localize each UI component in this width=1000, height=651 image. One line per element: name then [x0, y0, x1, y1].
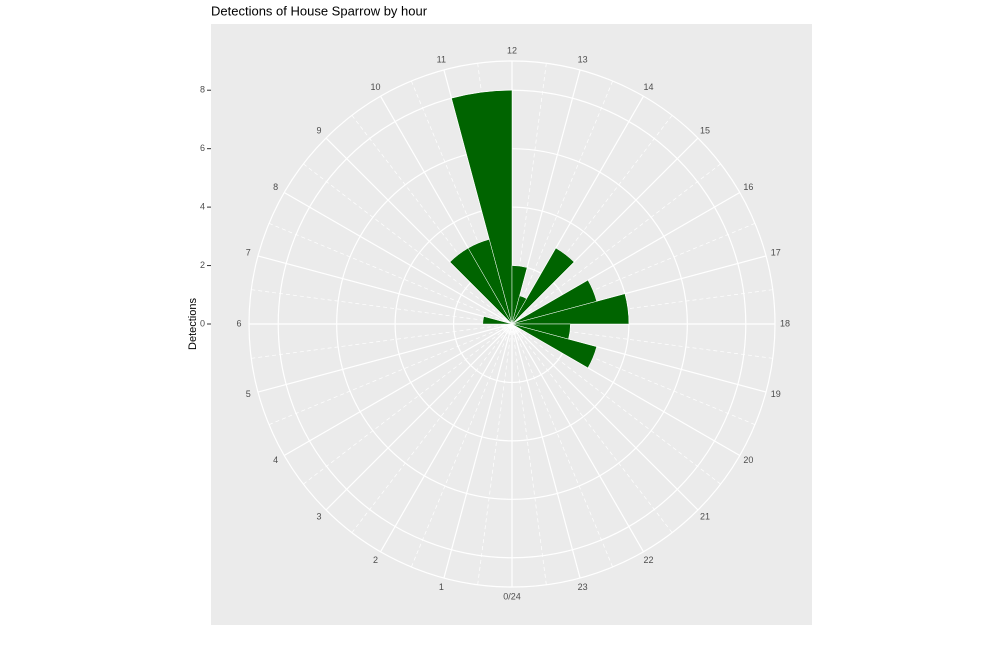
bar [511, 293, 630, 325]
radial-grid-line [511, 323, 645, 553]
x-tick-label: 8 [273, 182, 278, 192]
y-tick-label: 6 [200, 143, 205, 153]
minor-grid-line [251, 289, 513, 325]
x-tick-label: 12 [507, 45, 517, 55]
minor-grid-line [511, 323, 721, 485]
x-tick-label: 19 [771, 389, 781, 399]
x-tick-label: 1 [439, 582, 444, 592]
radial-grid-line [511, 323, 581, 579]
x-tick-label: 15 [700, 125, 710, 135]
minor-grid-line [251, 323, 513, 359]
chart-title: Detections of House Sparrow by hour [211, 3, 428, 18]
x-tick-label: 23 [578, 582, 588, 592]
minor-grid-line [268, 223, 513, 325]
radial-grid-line [379, 323, 513, 553]
radial-grid-line [443, 323, 513, 579]
radial-grid-line [257, 323, 513, 393]
radial-grid-line [283, 191, 513, 325]
x-tick-label: 17 [771, 248, 781, 258]
x-tick-label: 3 [316, 511, 321, 521]
radial-grid-line [257, 255, 513, 325]
bar [511, 323, 597, 369]
x-tick-label: 18 [780, 318, 790, 328]
minor-grid-line [511, 323, 547, 585]
x-tick-label: 13 [578, 55, 588, 65]
radial-grid-line [325, 323, 513, 511]
radial-grid-line [511, 323, 699, 511]
y-tick-label: 8 [200, 85, 205, 95]
minor-grid-line [411, 323, 513, 568]
minor-grid-line [303, 323, 513, 485]
x-tick-label: 21 [700, 511, 710, 521]
x-tick-label: 6 [236, 318, 241, 328]
x-tick-label: 9 [316, 125, 321, 135]
y-tick-label: 0 [200, 318, 205, 328]
x-tick-label: 0/24 [503, 591, 521, 601]
x-tick-label: 14 [643, 82, 653, 92]
y-axis-title: Detections [187, 298, 199, 350]
minor-grid-line [511, 80, 613, 325]
minor-grid-line [351, 323, 513, 533]
minor-grid-line [268, 323, 513, 425]
bar [451, 89, 513, 325]
y-tick-label: 4 [200, 201, 205, 211]
y-tick-label: 2 [200, 260, 205, 270]
minor-grid-line [477, 323, 513, 585]
x-tick-label: 20 [743, 455, 753, 465]
bar [511, 247, 575, 325]
minor-grid-line [511, 323, 613, 568]
radial-grid-line [283, 323, 513, 457]
x-tick-label: 16 [743, 182, 753, 192]
bar [482, 316, 513, 325]
x-tick-label: 2 [373, 555, 378, 565]
minor-grid-line [511, 163, 721, 325]
minor-grid-line [303, 163, 513, 325]
x-tick-label: 22 [643, 555, 653, 565]
x-tick-label: 5 [246, 389, 251, 399]
minor-grid-line [511, 323, 673, 533]
x-tick-label: 7 [246, 248, 251, 258]
x-tick-label: 11 [437, 55, 446, 65]
x-tick-label: 10 [370, 82, 380, 92]
x-tick-label: 4 [273, 455, 278, 465]
